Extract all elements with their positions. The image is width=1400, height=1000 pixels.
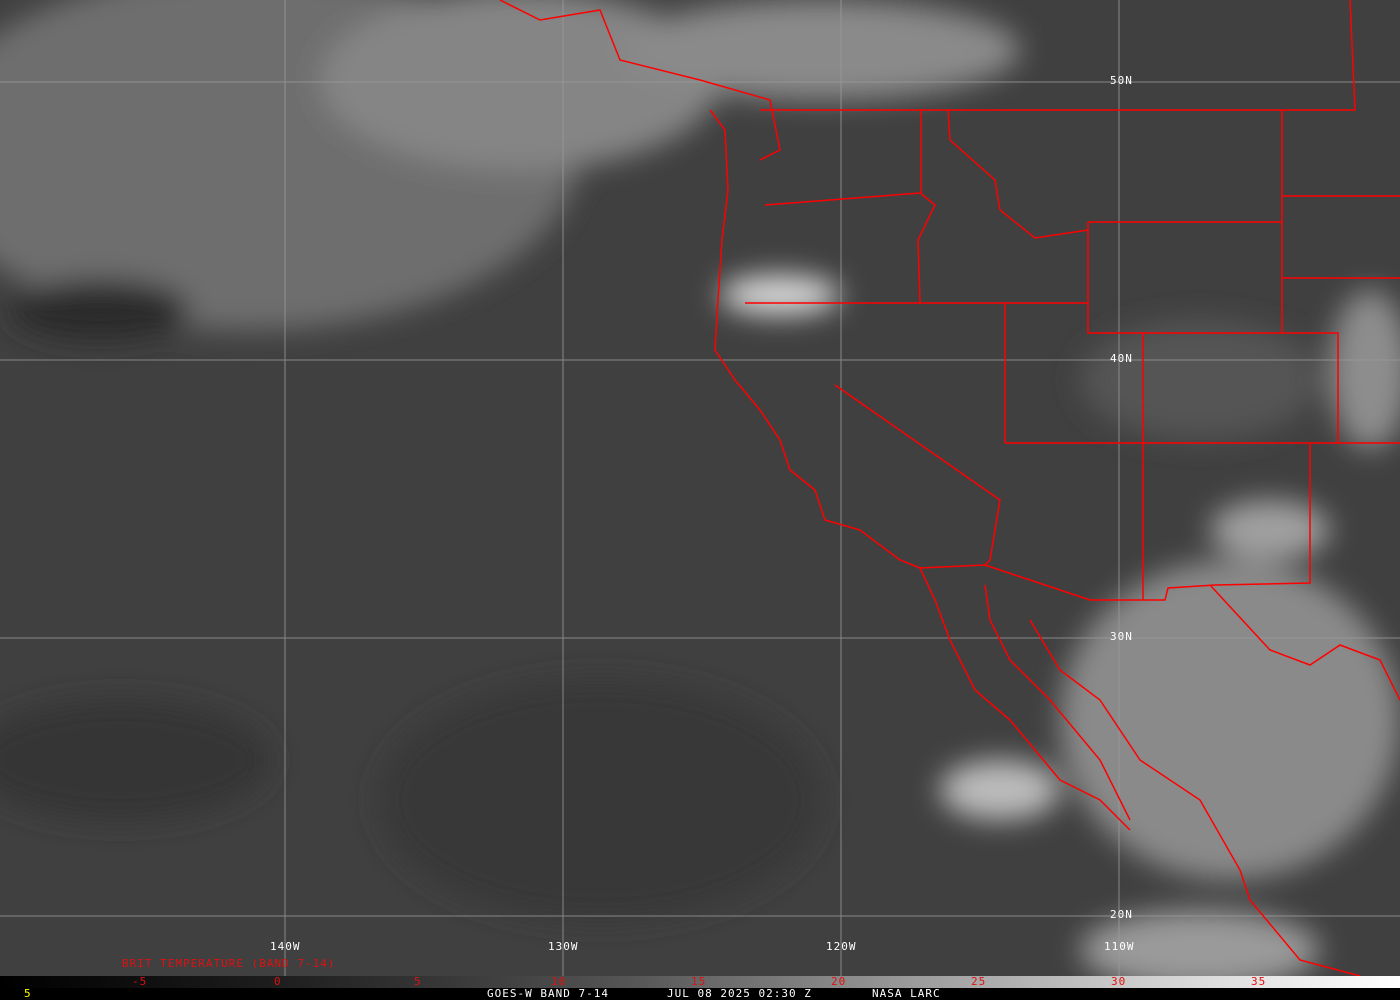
colorbar: -5 0 5 10 15 20 25 30 35: [0, 975, 1400, 988]
lon-label-140w: 140W: [270, 940, 301, 953]
colorbar-tick: 0: [274, 975, 282, 988]
colorbar-tick: 10: [551, 975, 567, 988]
lat-label-20n: 20N: [1110, 908, 1133, 921]
coastline-us: [709, 109, 921, 569]
coastline-mexico: [1029, 619, 1361, 976]
colorbar-tick: 30: [1111, 975, 1127, 988]
lon-label-130w: 130W: [548, 940, 579, 953]
colorbar-tick: -5: [132, 975, 148, 988]
colorbar-tick: 5: [414, 975, 422, 988]
canada-border: [760, 0, 1356, 111]
cloud-layer: [0, 0, 1400, 976]
colorbar-title: BRIT TEMPERATURE (BAND 7-14): [122, 957, 336, 970]
mexico-border: [919, 443, 1311, 601]
coastline-bc: [499, 0, 781, 161]
id-mt-border: [947, 109, 1089, 239]
footer-left-value: 5: [24, 987, 32, 1000]
colorbar-tick: 20: [831, 975, 847, 988]
footer-bar: 5 GOES-W BAND 7-14 JUL 08 2025 02:30 Z N…: [0, 987, 1400, 1000]
lat-lon-grid: [0, 0, 1400, 976]
lat-label-50n: 50N: [1110, 74, 1133, 87]
ca-nv-border: [834, 384, 1001, 566]
lat-label-40n: 40N: [1110, 352, 1133, 365]
coastline-baja-east: [984, 584, 1131, 821]
satellite-image: [0, 0, 1400, 976]
coastline-baja-west: [919, 567, 1131, 831]
lon-label-120w: 120W: [826, 940, 857, 953]
colorbar-tick: 15: [691, 975, 707, 988]
lat-label-30n: 30N: [1110, 630, 1133, 643]
wa-or-border: [764, 192, 936, 304]
colorbar-tick: 35: [1251, 975, 1267, 988]
lon-label-110w: 110W: [1104, 940, 1135, 953]
footer-source: NASA LARC: [872, 987, 941, 1000]
footer-product: GOES-W BAND 7-14: [487, 987, 609, 1000]
footer-datetime: JUL 08 2025 02:30 Z: [667, 987, 812, 1000]
colorbar-tick: 25: [971, 975, 987, 988]
political-borders: [499, 0, 1400, 976]
